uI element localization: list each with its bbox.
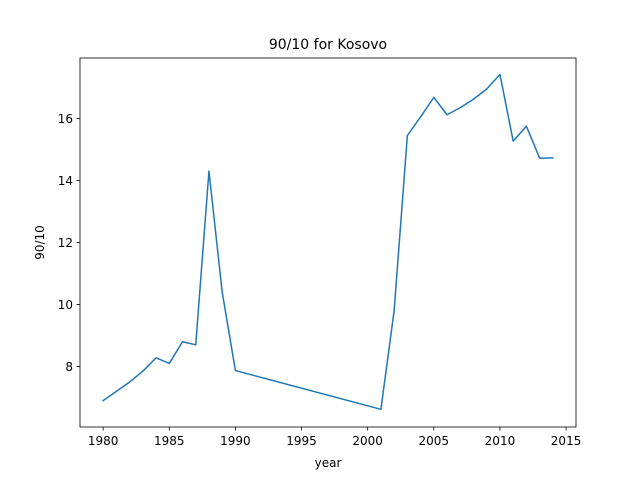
data-point bbox=[446, 114, 447, 115]
data-point bbox=[526, 126, 527, 127]
data-point bbox=[208, 171, 209, 172]
y-tick-label: 10 bbox=[58, 298, 73, 312]
data-point bbox=[473, 99, 474, 100]
data-point bbox=[235, 370, 236, 371]
data-point bbox=[103, 400, 104, 401]
chart-title: 90/10 for Kosovo bbox=[269, 37, 387, 53]
data-point bbox=[116, 391, 117, 392]
x-tick-label: 2015 bbox=[551, 434, 582, 448]
data-point bbox=[486, 88, 487, 89]
x-tick-label: 1980 bbox=[88, 434, 119, 448]
y-tick-label: 8 bbox=[65, 360, 73, 374]
data-point bbox=[394, 310, 395, 311]
data-point bbox=[182, 341, 183, 342]
data-point bbox=[407, 135, 408, 136]
data-point bbox=[552, 157, 553, 158]
x-tick-label: 2010 bbox=[485, 434, 516, 448]
x-tick-label: 1985 bbox=[154, 434, 185, 448]
x-axis-label: year bbox=[315, 456, 342, 470]
data-point bbox=[380, 409, 381, 410]
x-tick-label: 1990 bbox=[220, 434, 251, 448]
data-point bbox=[129, 381, 130, 382]
data-point bbox=[420, 116, 421, 117]
data-point bbox=[433, 97, 434, 98]
data-point bbox=[499, 74, 500, 75]
data-point bbox=[195, 344, 196, 345]
data-point bbox=[169, 363, 170, 364]
y-tick-label: 12 bbox=[58, 236, 73, 250]
y-tick-label: 14 bbox=[58, 174, 73, 188]
data-point bbox=[460, 107, 461, 108]
x-tick-label: 2000 bbox=[352, 434, 383, 448]
x-tick-label: 2005 bbox=[419, 434, 450, 448]
x-tick-label: 1995 bbox=[286, 434, 317, 448]
series-line bbox=[102, 73, 554, 411]
y-axis-label: 90/10 bbox=[33, 225, 47, 260]
y-axis: 8 10 12 14 16 bbox=[58, 112, 80, 374]
data-point bbox=[222, 292, 223, 293]
data-point bbox=[155, 357, 156, 358]
data-point bbox=[539, 158, 540, 159]
plot-area bbox=[102, 73, 554, 411]
x-axis: 1980 1985 1990 1995 2000 2005 2010 2015 bbox=[88, 427, 581, 448]
y-tick-label: 16 bbox=[58, 112, 73, 126]
data-point bbox=[142, 371, 143, 372]
data-point bbox=[513, 141, 514, 142]
